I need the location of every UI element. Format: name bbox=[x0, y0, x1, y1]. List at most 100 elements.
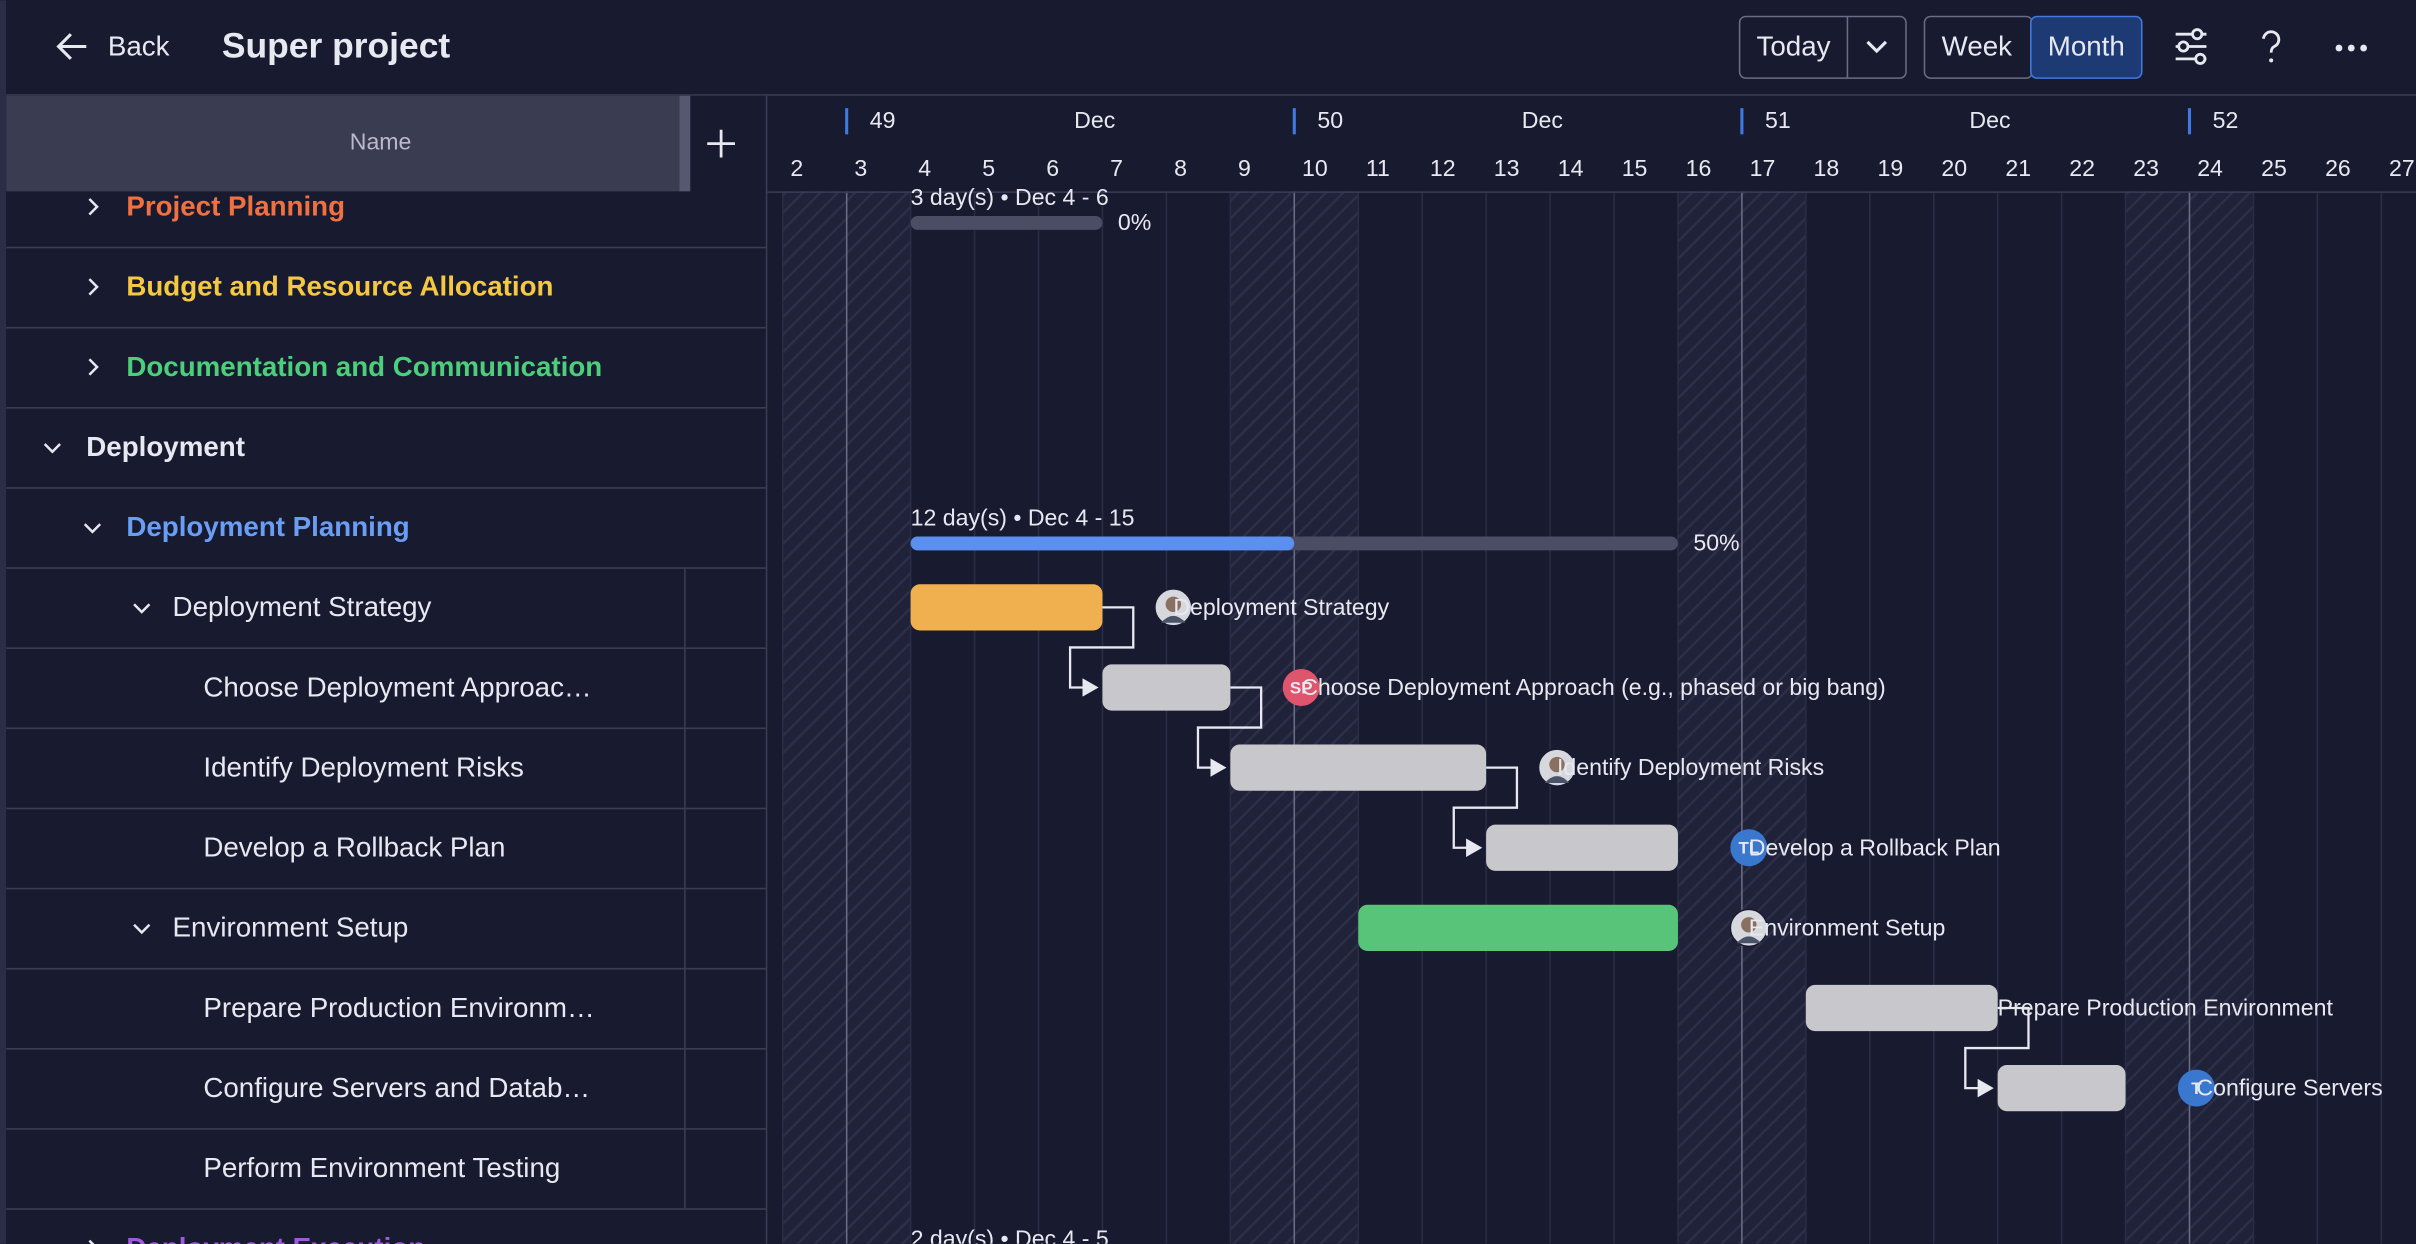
week-label: 51 bbox=[1765, 107, 1791, 133]
summary-label: 12 day(s) • Dec 4 - 15 bbox=[911, 505, 1135, 531]
week-button[interactable]: Week bbox=[1923, 15, 2034, 79]
task-row[interactable]: Documentation and Communication bbox=[6, 351, 766, 409]
name-header bbox=[6, 95, 685, 192]
day-label: 16 bbox=[1686, 155, 1712, 181]
task-row[interactable]: Develop a Rollback Plan bbox=[6, 807, 766, 890]
summary-label: 3 day(s) • Dec 4 - 6 bbox=[911, 184, 1109, 210]
progress-label: 0% bbox=[1118, 209, 1151, 235]
task-name: Develop a Rollback Plan bbox=[203, 832, 505, 863]
month-label: Month bbox=[2048, 30, 2125, 61]
avatar bbox=[2177, 1069, 2215, 1107]
resize-handle[interactable] bbox=[679, 95, 691, 192]
day-label: 19 bbox=[1877, 155, 1903, 181]
avatar-initials: T bbox=[2191, 1079, 2202, 1098]
week-label: Week bbox=[1942, 30, 2012, 61]
name-header-label: Name bbox=[350, 129, 412, 155]
task-row[interactable]: Deployment Execution bbox=[6, 1232, 766, 1244]
week-label: 49 bbox=[870, 107, 896, 133]
expand-chevron[interactable] bbox=[88, 358, 99, 376]
bar bbox=[1102, 664, 1231, 711]
task-bar-label: Deployment Strategy bbox=[1173, 594, 1389, 620]
dependency-link bbox=[1068, 606, 1135, 697]
today-frame bbox=[1738, 15, 1907, 79]
week-label: 52 bbox=[2213, 107, 2239, 133]
day-label: 26 bbox=[2325, 155, 2351, 181]
task-name: Environment Setup bbox=[173, 912, 409, 943]
day-label: 27 bbox=[2389, 155, 2415, 181]
task-bar-label: Configure Servers bbox=[2196, 1075, 2382, 1101]
task-name: Budget and Resource Allocation bbox=[126, 271, 553, 302]
task-bar-label: Prepare Production Environment bbox=[1998, 995, 2334, 1021]
day-label: 6 bbox=[1046, 155, 1059, 181]
task-name: Perform Environment Testing bbox=[203, 1152, 560, 1183]
collapse-chevron[interactable] bbox=[133, 603, 151, 614]
task-row[interactable]: Perform Environment Testing bbox=[6, 1128, 766, 1210]
avatar-body bbox=[1544, 776, 1570, 784]
bar bbox=[1230, 744, 1487, 791]
progress-label: 50% bbox=[1693, 529, 1739, 555]
dependency-link bbox=[1452, 766, 1519, 857]
day-label: 20 bbox=[1941, 155, 1967, 181]
bar bbox=[1486, 824, 1678, 871]
task-row[interactable]: Prepare Production Environm… bbox=[6, 967, 766, 1050]
task-row[interactable]: Configure Servers and Datab… bbox=[6, 1048, 766, 1130]
month-button[interactable]: Month bbox=[2030, 15, 2143, 79]
bar bbox=[1358, 904, 1678, 951]
task-bar-label: Develop a Rollback Plan bbox=[1749, 834, 2001, 860]
back-button[interactable]: Back bbox=[56, 30, 170, 61]
add-column[interactable] bbox=[707, 129, 735, 158]
day-label: 18 bbox=[1814, 155, 1840, 181]
left-edge bbox=[0, 0, 7, 1244]
collapse-chevron[interactable] bbox=[133, 923, 151, 935]
task-bar-label: Choose Deployment Approach (e.g., phased… bbox=[1301, 674, 1886, 700]
task-bar[interactable]: Environment Setup bbox=[1358, 904, 1945, 951]
expand-chevron[interactable] bbox=[88, 1239, 97, 1244]
task-row[interactable]: Deployment bbox=[6, 431, 766, 489]
task-row[interactable]: Project Planning bbox=[6, 191, 766, 249]
expand-chevron[interactable] bbox=[88, 198, 99, 216]
task-row[interactable]: Budget and Resource Allocation bbox=[6, 271, 766, 329]
dependency-link bbox=[1964, 1006, 2030, 1098]
timeline: 2 3 4 5 6 7 8 9 10 11 12 13 14 15 16 17 18 19 20 21 22 23 24 25… bbox=[767, 107, 2416, 1244]
day-label: 15 bbox=[1622, 155, 1648, 181]
today-dropdown bbox=[1866, 40, 1888, 54]
today-button[interactable]: Today bbox=[1738, 15, 1907, 79]
day-label: 25 bbox=[2261, 155, 2287, 181]
day-label: 24 bbox=[2197, 155, 2223, 181]
help-button[interactable] bbox=[2262, 30, 2281, 63]
task-bar[interactable]: Deployment Strategy bbox=[910, 584, 1390, 631]
settings-button[interactable] bbox=[2175, 28, 2207, 65]
task-row[interactable]: Choose Deployment Approac… bbox=[6, 647, 766, 730]
day-label: 14 bbox=[1558, 155, 1584, 181]
task-grid: Name bbox=[6, 95, 768, 1244]
collapse-chevron[interactable] bbox=[83, 523, 102, 534]
day-label: 4 bbox=[918, 155, 931, 181]
task-bar[interactable]: Identify Deployment Risks bbox=[1230, 744, 1824, 791]
day-label: 10 bbox=[1302, 155, 1328, 181]
day-label: 13 bbox=[1494, 155, 1520, 181]
back-label: Back bbox=[108, 30, 170, 61]
task-row[interactable]: Deployment Strategy bbox=[6, 567, 766, 649]
task-row[interactable]: Identify Deployment Risks bbox=[6, 727, 766, 810]
month-label: Dec bbox=[1074, 107, 1115, 133]
more-button[interactable] bbox=[2335, 44, 2368, 52]
task-name: Choose Deployment Approac… bbox=[203, 671, 591, 702]
today-label: Today bbox=[1757, 30, 1831, 61]
task-bar[interactable]: Prepare Production Environment bbox=[1805, 984, 2334, 1032]
avatar-body bbox=[1161, 615, 1186, 623]
task-bar-label: Identify Deployment Risks bbox=[1557, 754, 1824, 780]
collapse-chevron[interactable] bbox=[43, 443, 61, 454]
task-name: Deployment Planning bbox=[126, 511, 409, 542]
avatar bbox=[1282, 668, 1320, 706]
task-row[interactable]: Deployment Planning bbox=[6, 511, 766, 569]
task-row[interactable]: Environment Setup bbox=[6, 887, 766, 970]
month-frame bbox=[2030, 15, 2143, 79]
day-label: 23 bbox=[2133, 155, 2159, 181]
avatar bbox=[1730, 829, 1768, 867]
expand-chevron[interactable] bbox=[88, 278, 99, 296]
